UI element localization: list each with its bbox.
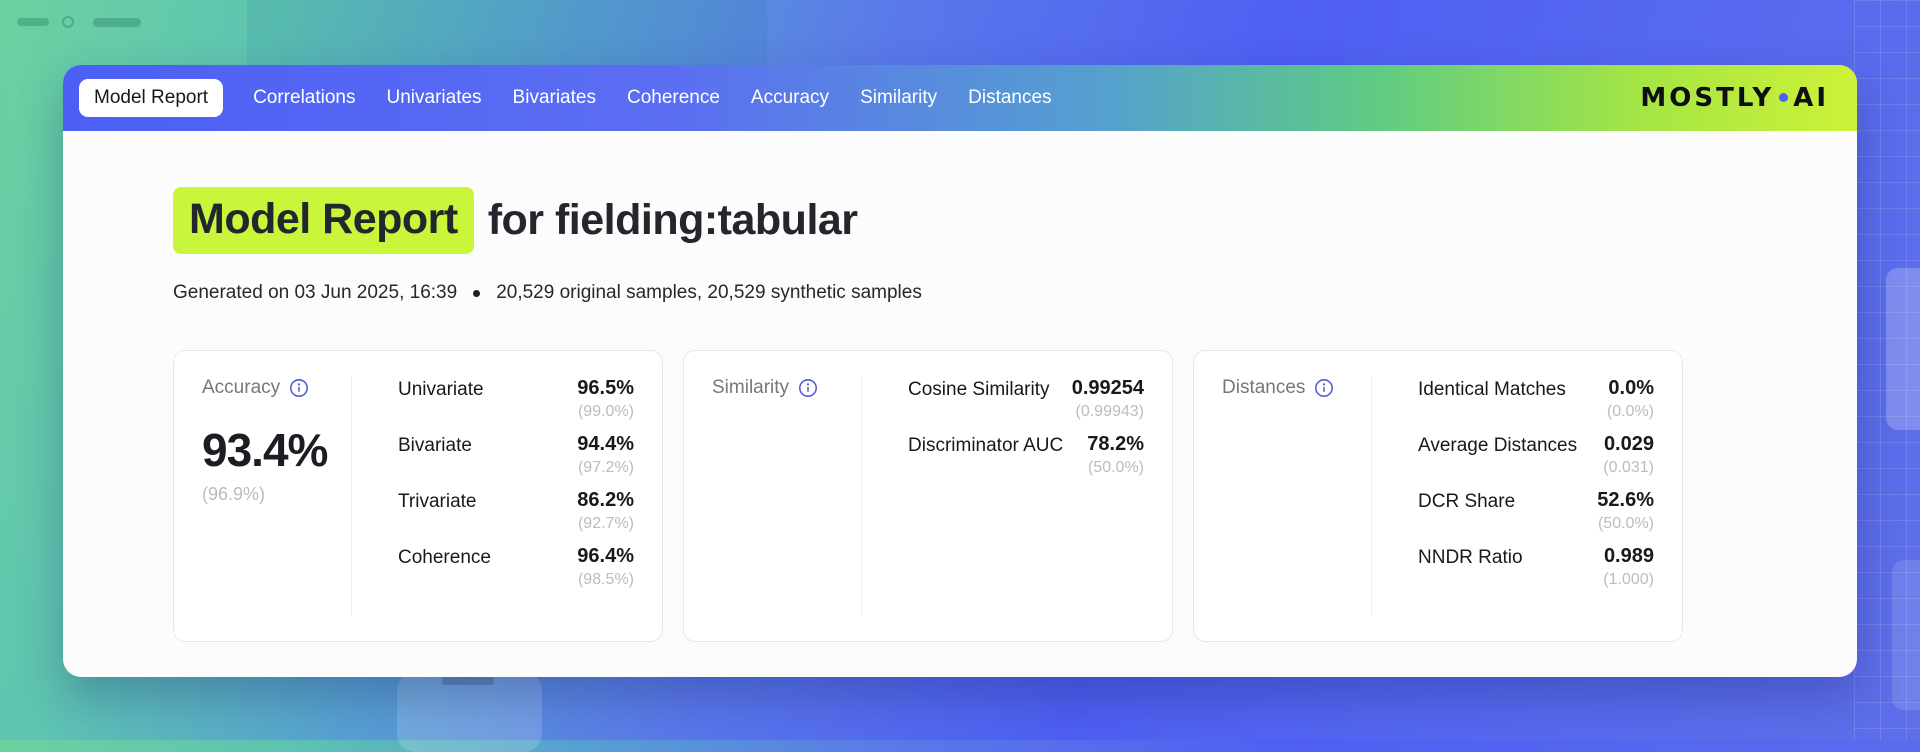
metric-row-average-distances: Average Distances 0.029 (0.031)	[1418, 433, 1654, 477]
report-meta: Generated on 03 Jun 2025, 16:39 20,529 o…	[173, 282, 1857, 304]
similarity-metric-rows: Cosine Similarity 0.99254 (0.99943) Discr…	[862, 377, 1144, 615]
summary-cards: Accuracy 93.4% (96.9%) Univariate 96.5% (…	[173, 350, 1857, 642]
tab-coherence[interactable]: Coherence	[626, 87, 720, 108]
metric-name: Discriminator AUC	[908, 435, 1064, 456]
bullet-separator-icon	[473, 289, 481, 297]
accuracy-card: Accuracy 93.4% (96.9%) Univariate 96.5% (…	[173, 350, 663, 642]
background-shape	[1886, 268, 1920, 430]
top-nav: Model Report Correlations Univariates Bi…	[63, 65, 1857, 131]
distances-card-left: Distances	[1222, 377, 1372, 615]
generated-timestamp: Generated on 03 Jun 2025, 16:39	[173, 282, 458, 303]
metric-name: NNDR Ratio	[1418, 547, 1523, 568]
metric-value: 0.989	[1603, 545, 1654, 567]
tab-accuracy[interactable]: Accuracy	[750, 87, 830, 108]
report-content: Model Report for fielding:tabular Genera…	[63, 131, 1857, 642]
similarity-card-title: Similarity	[712, 377, 790, 398]
metric-value: 96.5%	[577, 377, 634, 399]
accuracy-card-title: Accuracy	[202, 377, 281, 398]
distances-card-header: Distances	[1222, 377, 1371, 399]
metric-row-cosine-similarity: Cosine Similarity 0.99254 (0.99943)	[908, 377, 1144, 421]
metric-name: Univariate	[398, 379, 484, 400]
metric-value: 0.99254	[1071, 377, 1144, 399]
metric-row-discriminator-auc: Discriminator AUC 78.2% (50.0%)	[908, 433, 1144, 477]
metric-row-nndr-ratio: NNDR Ratio 0.989 (1.000)	[1418, 545, 1654, 589]
metric-value: 52.6%	[1597, 489, 1654, 511]
background-blob	[93, 18, 141, 27]
metric-subvalue: (50.0%)	[1597, 515, 1654, 532]
metric-subvalue: (0.0%)	[1606, 403, 1654, 420]
metric-subvalue: (98.5%)	[577, 571, 634, 588]
logo-dot-icon	[1779, 92, 1789, 102]
tab-distances[interactable]: Distances	[968, 87, 1052, 108]
background-circle	[62, 16, 74, 28]
metric-name: Identical Matches	[1418, 379, 1566, 400]
background-blob	[17, 18, 49, 26]
metric-name: Average Distances	[1418, 435, 1578, 456]
distances-card-title: Distances	[1222, 377, 1306, 398]
metric-value: 0.0%	[1608, 377, 1654, 399]
tab-bivariates[interactable]: Bivariates	[512, 87, 596, 108]
accuracy-card-left: Accuracy 93.4% (96.9%)	[202, 377, 352, 615]
metric-value: 78.2%	[1087, 433, 1144, 455]
metric-subvalue: (1.000)	[1603, 571, 1654, 588]
metric-value: 94.4%	[577, 433, 634, 455]
distances-metric-rows: Identical Matches 0.0% (0.0%) Average Dis…	[1372, 377, 1654, 615]
metric-value: 96.4%	[577, 545, 634, 567]
metric-name: Trivariate	[398, 491, 477, 512]
tab-model-report-active[interactable]: Model Report	[79, 79, 224, 117]
similarity-card-header: Similarity	[712, 377, 861, 399]
metric-row-univariate: Univariate 96.5% (99.0%)	[398, 377, 634, 421]
info-icon[interactable]	[1314, 378, 1334, 398]
metric-row-dcr-share: DCR Share 52.6% (50.0%)	[1418, 489, 1654, 533]
metric-row-bivariate: Bivariate 94.4% (97.2%)	[398, 433, 634, 477]
distances-card: Distances Identical Matches 0.0% (0.0%) A…	[1193, 350, 1683, 642]
similarity-card: Similarity Cosine Similarity 0.99254 (0.9…	[683, 350, 1173, 642]
accuracy-primary-value: 93.4%	[202, 424, 328, 476]
metric-subvalue: (92.7%)	[577, 515, 634, 532]
metric-name: DCR Share	[1418, 491, 1516, 512]
similarity-card-left: Similarity	[712, 377, 862, 615]
background-grid	[1854, 0, 1920, 740]
tab-univariates[interactable]: Univariates	[386, 87, 482, 108]
accuracy-card-header: Accuracy	[202, 377, 351, 399]
background-shape	[397, 672, 542, 752]
accuracy-metric-rows: Univariate 96.5% (99.0%) Bivariate 94.4% (…	[352, 377, 634, 615]
metric-row-coherence: Coherence 96.4% (98.5%)	[398, 545, 634, 589]
logo-text-mostly: MOSTLY	[1640, 83, 1775, 113]
metric-subvalue: (0.99943)	[1075, 403, 1145, 420]
tab-similarity[interactable]: Similarity	[860, 87, 938, 108]
metric-subvalue: (0.031)	[1603, 459, 1654, 476]
metric-subvalue: (97.2%)	[577, 459, 634, 476]
report-window: Model Report Correlations Univariates Bi…	[63, 65, 1857, 677]
page-title-rest: for fielding:tabular	[487, 196, 858, 244]
page-title-highlight: Model Report	[173, 187, 474, 254]
logo-text-ai: AI	[1793, 83, 1829, 113]
accuracy-primary-subvalue: (96.9%)	[202, 484, 266, 504]
metric-value: 86.2%	[577, 489, 634, 511]
metric-subvalue: (50.0%)	[1087, 459, 1144, 476]
metric-name: Cosine Similarity	[908, 379, 1050, 400]
background-shape	[442, 676, 494, 685]
nav-tabs: Correlations Univariates Bivariates Cohe…	[253, 87, 1051, 109]
metric-subvalue: (99.0%)	[577, 403, 634, 420]
info-icon[interactable]	[289, 378, 309, 398]
metric-name: Bivariate	[398, 435, 472, 456]
background-shape	[1892, 560, 1920, 710]
tab-correlations[interactable]: Correlations	[253, 87, 356, 108]
page-title: Model Report for fielding:tabular	[173, 187, 1857, 254]
sample-counts: 20,529 original samples, 20,529 syntheti…	[496, 282, 922, 303]
metric-row-trivariate: Trivariate 86.2% (92.7%)	[398, 489, 634, 533]
metric-name: Coherence	[398, 547, 491, 568]
info-icon[interactable]	[798, 378, 818, 398]
metric-value: 0.029	[1603, 433, 1654, 455]
mostly-ai-logo: MOSTLY AI	[1640, 83, 1829, 113]
metric-row-identical-matches: Identical Matches 0.0% (0.0%)	[1418, 377, 1654, 421]
